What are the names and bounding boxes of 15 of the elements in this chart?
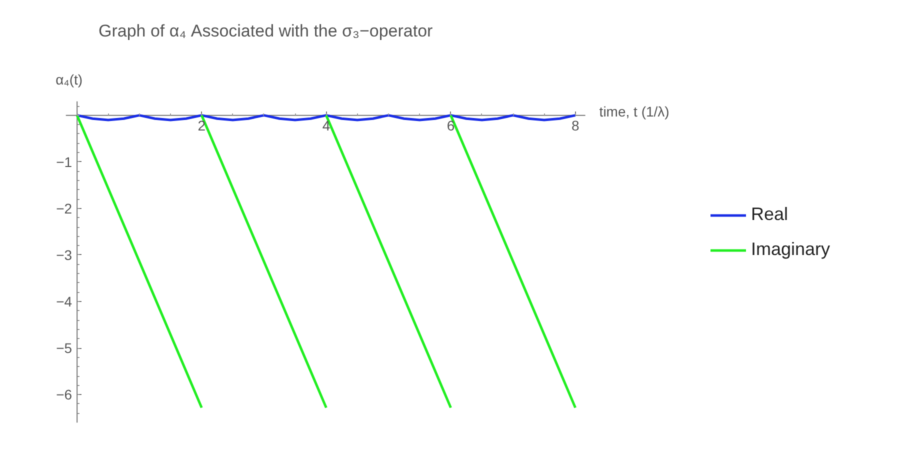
chart-title: Graph of α₄ Associated with the σ₃−operator: [98, 22, 434, 40]
x-axis-title: time, t (1/λ): [599, 103, 670, 120]
x-tick-label: 4: [322, 117, 330, 134]
legend-label: Imaginary: [751, 239, 830, 260]
y-tick-label: −2: [56, 200, 72, 216]
y-tick-label: −3: [56, 246, 72, 263]
legend-label: Real: [751, 204, 788, 225]
y-tick-label: −1: [56, 154, 72, 170]
x-tick-label: 6: [446, 117, 455, 134]
y-tick-label: −6: [56, 386, 72, 403]
x-tick-label: 8: [571, 117, 580, 134]
y-tick-label: −4: [56, 294, 72, 310]
y-axis-title: α₄(t): [56, 71, 83, 88]
x-tick-label: 2: [198, 117, 206, 134]
y-tick-label: −5: [56, 340, 72, 356]
